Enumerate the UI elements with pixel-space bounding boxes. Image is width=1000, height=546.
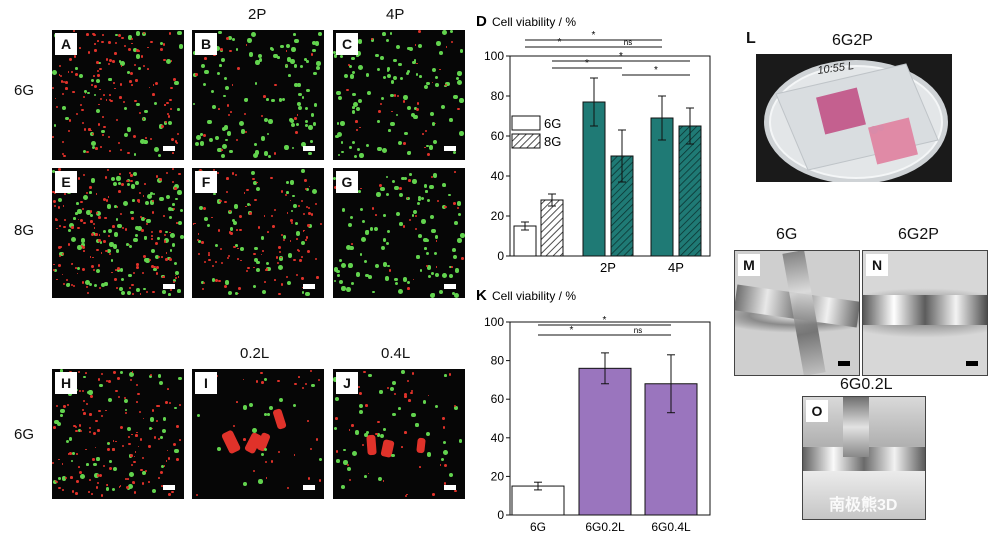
chart-d-title: Cell viability / % (492, 15, 576, 29)
panel-m-title: 6G (776, 226, 798, 243)
chart-d-xtick-label: 2P (600, 260, 616, 275)
panel-letter-k: K (476, 287, 487, 304)
sem-image-m: M (734, 250, 860, 376)
micrograph-b: B (192, 30, 324, 160)
chart-k-ytick-label: 0 (497, 508, 504, 522)
chart-k-bar (511, 485, 565, 516)
panel-letter-n: N (866, 254, 888, 276)
sem-image-o: O 南极熊3D (802, 396, 926, 520)
panel-l-title: 6G2P (832, 32, 873, 49)
panel-letter-e: E (55, 171, 77, 193)
micrograph-h: H (52, 369, 184, 499)
micrograph-f: F (192, 168, 324, 298)
chart-d-bar (678, 125, 702, 257)
chart-k-ytick-label: 80 (491, 354, 505, 368)
scale-bar (303, 284, 315, 289)
chart-d-legend-swatch (511, 133, 541, 149)
chart-d-sig-label: ns (624, 38, 632, 47)
scale-bar (163, 485, 175, 490)
chart-k-sig-label: * (603, 315, 607, 326)
col-header-2p: 2P (248, 6, 267, 23)
chart-d-ytick-label: 100 (484, 49, 504, 63)
sem-image-n: N (862, 250, 988, 376)
chart-d-bar (540, 199, 564, 257)
scale-bar (444, 485, 456, 490)
chart-d-sig-label: * (592, 30, 596, 41)
chart-d-ytick-label: 40 (491, 169, 505, 183)
panel-letter-b: B (195, 33, 217, 55)
chart-k-ytick-label: 20 (491, 469, 505, 483)
chart-k-xtick-label: 6G0.2L (585, 520, 625, 534)
scale-bar (303, 146, 315, 151)
panel-letter-l: L (746, 30, 756, 47)
panel-letter-a: A (55, 33, 77, 55)
chart-d-sig-label: * (585, 58, 589, 69)
chart-k-title: Cell viability / % (492, 289, 576, 303)
chart-d-ytick-label: 20 (491, 209, 505, 223)
row-label-6g: 6G (14, 82, 35, 99)
col-header-0.4l: 0.4L (381, 345, 411, 362)
scale-bar (966, 361, 978, 366)
chart-k-bar (578, 367, 632, 516)
chart-k-ytick-label: 60 (491, 392, 505, 406)
panel-letter-h: H (55, 372, 77, 394)
micrograph-a: A (52, 30, 184, 160)
panel-n-title: 6G2P (898, 226, 939, 243)
col-header-4p: 4P (386, 6, 405, 23)
chart-d-sig-label: * (619, 51, 623, 62)
scale-bar (163, 284, 175, 289)
chart-d-ytick-label: 80 (491, 89, 505, 103)
chart-d: D Cell viability / % 0 20 40 60 80 100 2P 4P 6G 8… (476, 13, 711, 275)
chart-k-xtick-label: 6G0.4L (651, 520, 691, 534)
micrograph-j: J (333, 369, 465, 499)
chart-k-ytick-label: 100 (484, 315, 504, 329)
panel-letter-c: C (336, 33, 358, 55)
scale-bar (444, 284, 456, 289)
chart-d-legend-label: 6G (544, 116, 561, 131)
chart-d-xtick-label: 4P (668, 260, 684, 275)
micrograph-i: I (192, 369, 324, 499)
scale-bar (163, 146, 175, 151)
scale-bar (838, 361, 850, 366)
row-label-8g: 8G (14, 222, 35, 239)
panel-letter-d: D (476, 13, 487, 30)
chart-d-legend-swatch (511, 115, 541, 131)
panel-letter-f: F (195, 171, 217, 193)
chart-k-xtick-label: 6G (530, 520, 546, 534)
chart-k-sig-label: * (570, 325, 574, 336)
panel-letter-i: I (195, 372, 217, 394)
chart-k-bar (644, 383, 698, 516)
panel-letter-o: O (806, 400, 828, 422)
chart-k-ytick-label: 40 (491, 431, 505, 445)
micrograph-g: G (333, 168, 465, 298)
panel-o-title: 6G0.2L (840, 376, 893, 393)
chart-d-ytick-label: 60 (491, 129, 505, 143)
panel-letter-m: M (738, 254, 760, 276)
chart-d-ytick-label: 0 (497, 249, 504, 263)
micrograph-e: E (52, 168, 184, 298)
scale-bar (303, 485, 315, 490)
row-label-6g-bottom: 6G (14, 426, 35, 443)
panel-letter-g: G (336, 171, 358, 193)
chart-d-sig-label: * (654, 65, 658, 76)
panel-letter-j: J (336, 372, 358, 394)
watermark: 南极熊3D (829, 497, 898, 514)
dish-handwritten-label: 10:55 L (817, 60, 855, 77)
chart-d-sig-label: * (558, 37, 562, 48)
chart-d-plot-frame (509, 55, 711, 257)
micrograph-c: C (333, 30, 465, 160)
chart-k-sig-label: ns (634, 326, 642, 335)
scale-bar (444, 146, 456, 151)
chart-d-legend-label: 8G (544, 134, 561, 149)
chart-k: K Cell viability / % 0 20 40 60 80 100 6G 6G0.2… (476, 287, 711, 534)
col-header-0.2l: 0.2L (240, 345, 270, 362)
petri-dish-photo: 10:55 L (756, 54, 952, 182)
